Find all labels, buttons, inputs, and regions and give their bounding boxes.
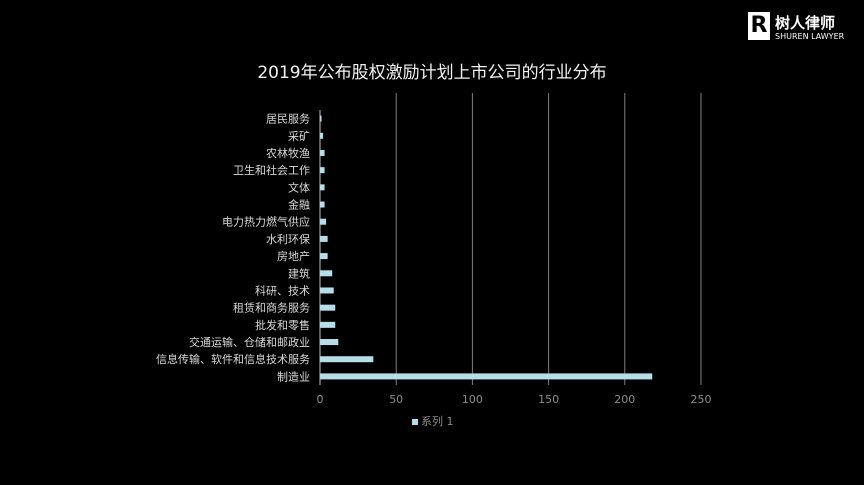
bar [320,356,374,363]
category-label: 建筑 [288,266,310,280]
bar [320,321,336,328]
category-label: 水利环保 [266,232,310,246]
x-tick-label: 250 [691,393,712,406]
logo-text-en: SHUREN LAWYER [775,32,845,41]
logo-text-cn: 树人律师 [775,14,836,32]
category-label: 信息传输、软件和信息技术服务 [156,352,310,366]
category-label: 房地产 [277,249,310,263]
logo: R 树人律师 SHUREN LAWYER [748,12,854,44]
category-label: 租赁和商务服务 [233,301,310,315]
category-label: 文体 [288,180,310,194]
category-label: 采矿 [288,130,310,143]
bar [320,270,333,277]
x-tick-label: 200 [614,393,635,406]
bar [320,287,334,294]
category-label: 电力热力燃气供应 [222,215,310,229]
bar [320,167,325,174]
bar [320,235,328,242]
chart-title: 2019年公布股权激励计划上市公司的行业分布 [257,63,607,83]
bar [320,184,325,191]
category-label: 农林牧渔 [266,146,310,160]
bar [320,339,339,346]
x-tick-label: 0 [317,393,324,406]
legend-swatch [412,419,418,425]
bar [320,149,325,156]
bar [320,115,322,122]
bar [320,218,327,225]
category-label: 卫生和社会工作 [233,163,310,177]
bar [320,253,328,260]
bar [320,201,325,208]
category-label: 批发和零售 [255,318,310,332]
x-tick-label: 150 [538,393,559,406]
category-label: 科研、技术 [255,283,310,297]
bar [320,373,653,380]
legend: 系列 1 [412,413,454,429]
logo-mark: R [748,12,770,40]
category-label: 交通运输、仓储和邮政业 [189,335,310,349]
legend-label: 系列 1 [421,415,454,428]
bar [320,304,336,311]
x-tick-label: 100 [462,393,483,406]
category-label: 制造业 [277,369,310,383]
x-tick-label: 50 [389,393,403,406]
bar [320,132,324,139]
category-label: 居民服务 [266,113,310,126]
category-label: 金融 [288,198,310,212]
